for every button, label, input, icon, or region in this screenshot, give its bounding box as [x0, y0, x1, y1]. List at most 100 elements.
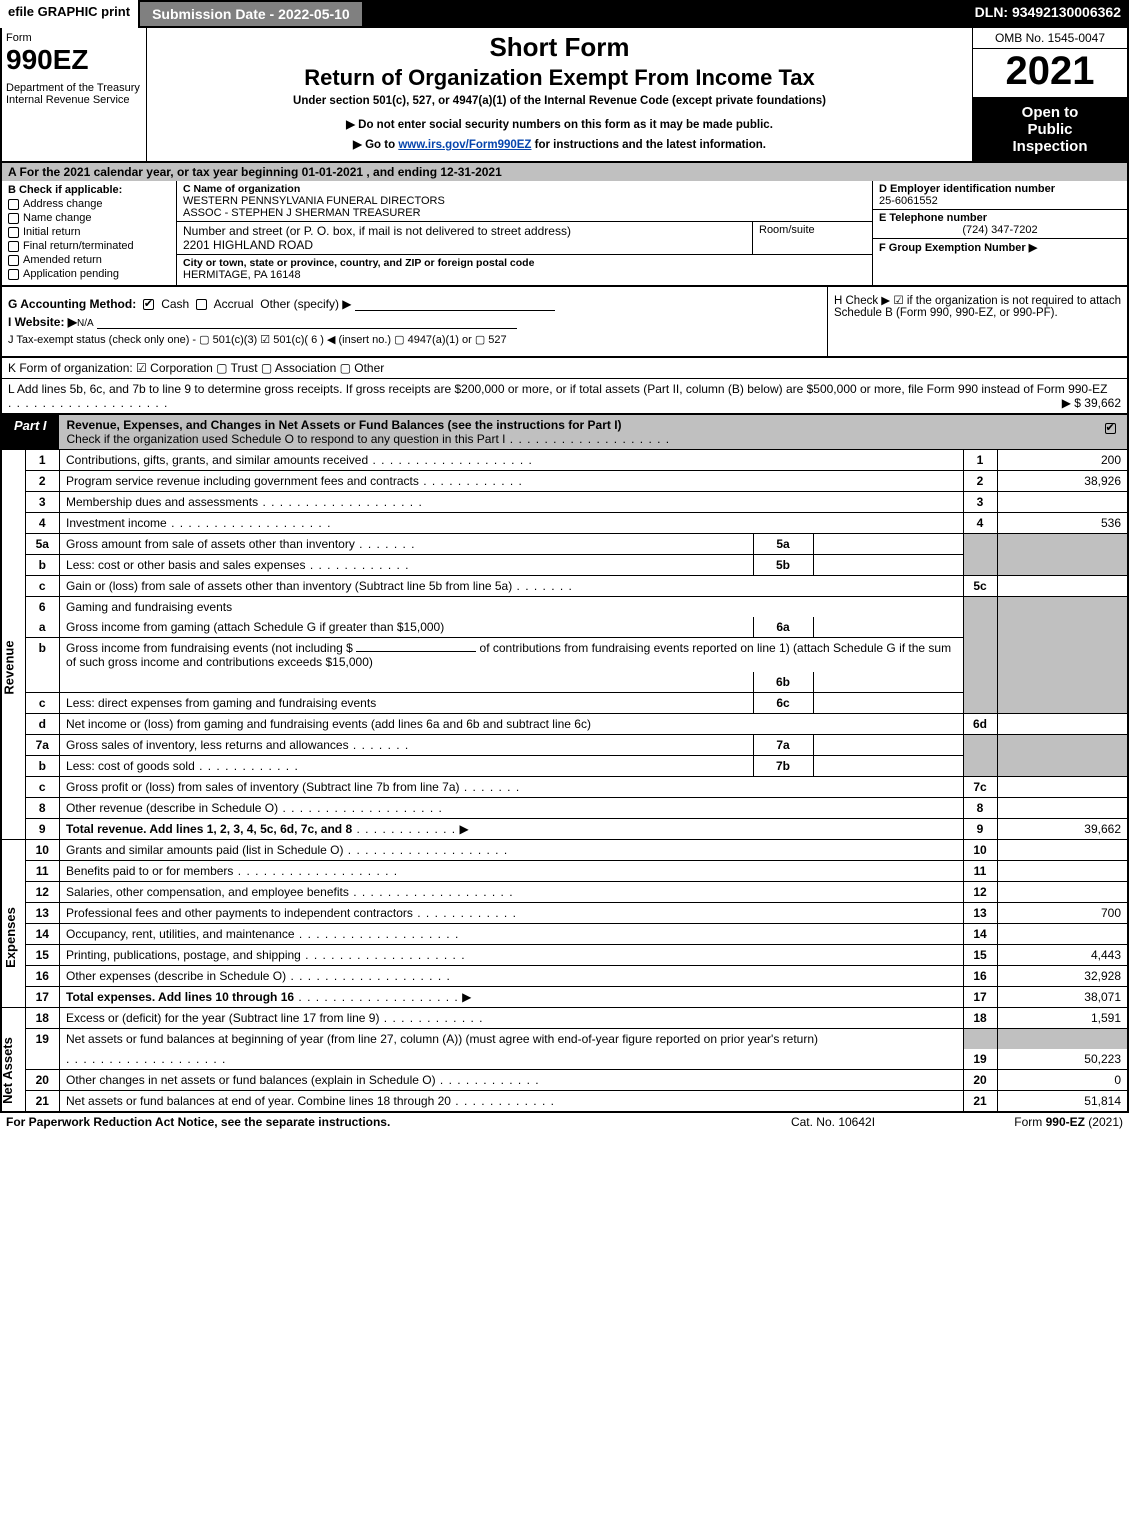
shade [963, 597, 997, 618]
tel-value: (724) 347-7202 [879, 224, 1121, 236]
netassets-grid: Net Assets 18Excess or (deficit) for the… [0, 1008, 1129, 1113]
other-specify-field[interactable] [355, 310, 555, 311]
line-ref: 16 [963, 966, 997, 987]
checkbox-icon[interactable] [8, 269, 19, 280]
line-val [997, 492, 1127, 513]
shade [963, 693, 997, 714]
line-num: 12 [26, 882, 60, 903]
table-row: 6b [26, 672, 1127, 693]
line-num: 3 [26, 492, 60, 513]
line-ref: 14 [963, 924, 997, 945]
website-field[interactable] [97, 328, 517, 329]
line-num: 15 [26, 945, 60, 966]
line-num: 8 [26, 798, 60, 819]
chk-name-change[interactable]: Name change [8, 212, 170, 224]
line-val: 38,071 [997, 987, 1127, 1008]
subline-val[interactable] [813, 735, 963, 756]
chk-amended-return[interactable]: Amended return [8, 254, 170, 266]
table-row: 20Other changes in net assets or fund ba… [26, 1070, 1127, 1091]
box-b: B Check if applicable: Address change Na… [2, 181, 177, 285]
open-line3: Inspection [977, 138, 1123, 155]
line-desc: Professional fees and other payments to … [60, 903, 963, 924]
part-i-tag: Part I [2, 415, 59, 449]
chk-initial-return[interactable]: Initial return [8, 226, 170, 238]
k-text: K Form of organization: ☑ Corporation ▢ … [8, 361, 384, 375]
chk-label: Name change [23, 212, 92, 224]
efile-label[interactable]: efile GRAPHIC print [0, 0, 138, 28]
line-desc: Other changes in net assets or fund bala… [60, 1070, 963, 1091]
shade [997, 1029, 1127, 1050]
revenue-vtext: Revenue [2, 640, 17, 694]
line-desc: Investment income [60, 513, 963, 534]
table-row: dNet income or (loss) from gaming and fu… [26, 714, 1127, 735]
shade [963, 735, 997, 756]
table-row: cLess: direct expenses from gaming and f… [26, 693, 1127, 714]
chk-label: Amended return [23, 254, 102, 266]
line-desc: Gross sales of inventory, less returns a… [60, 735, 753, 756]
table-row: 11Benefits paid to or for members11 [26, 861, 1127, 882]
line-desc: Gross profit or (loss) from sales of inv… [60, 777, 963, 798]
expenses-table: 10Grants and similar amounts paid (list … [26, 840, 1127, 1007]
open-line1: Open to [977, 104, 1123, 121]
checkbox-icon[interactable] [8, 241, 19, 252]
checkbox-icon[interactable] [8, 227, 19, 238]
checkbox-cash-icon[interactable] [143, 299, 154, 310]
line-desc: Gross income from gaming (attach Schedul… [60, 617, 753, 638]
shade [963, 617, 997, 638]
line-val [997, 882, 1127, 903]
table-row: 6Gaming and fundraising events [26, 597, 1127, 618]
department-label: Department of the Treasury Internal Reve… [6, 82, 142, 106]
line-ref: 13 [963, 903, 997, 924]
subline-val[interactable] [813, 672, 963, 693]
line-num: 17 [26, 987, 60, 1008]
line-num: d [26, 714, 60, 735]
line-val [997, 576, 1127, 597]
table-row: 8Other revenue (describe in Schedule O)8 [26, 798, 1127, 819]
subline-val[interactable] [813, 756, 963, 777]
subline-val[interactable] [813, 534, 963, 555]
part-i-title: Revenue, Expenses, and Changes in Net As… [59, 415, 1097, 449]
table-row: 10Grants and similar amounts paid (list … [26, 840, 1127, 861]
shade [997, 735, 1127, 756]
line-val [997, 777, 1127, 798]
shade [963, 555, 997, 576]
gij-left: G Accounting Method: Cash Accrual Other … [2, 287, 827, 356]
checkbox-icon[interactable] [8, 199, 19, 210]
goto-link[interactable]: www.irs.gov/Form990EZ [398, 139, 531, 151]
expenses-sidelabel: Expenses [2, 840, 26, 1007]
checkbox-accrual-icon[interactable] [196, 299, 207, 310]
line-num: 19 [26, 1029, 60, 1050]
line-ref: 21 [963, 1091, 997, 1112]
checkbox-icon[interactable] [8, 213, 19, 224]
line-val [997, 924, 1127, 945]
header-right: OMB No. 1545-0047 2021 Open to Public In… [972, 28, 1127, 161]
entity-block: B Check if applicable: Address change Na… [0, 181, 1129, 287]
cash-label: Cash [161, 297, 189, 311]
subline-ref: 6c [753, 693, 813, 714]
subline-val[interactable] [813, 693, 963, 714]
line-num: 9 [26, 819, 60, 840]
chk-label: Application pending [23, 268, 119, 280]
checkbox-schedule-o-icon[interactable] [1105, 423, 1116, 434]
top-bar: efile GRAPHIC print Submission Date - 20… [0, 0, 1129, 28]
subline-val[interactable] [813, 617, 963, 638]
chk-address-change[interactable]: Address change [8, 198, 170, 210]
line-num: 2 [26, 471, 60, 492]
table-row: bLess: cost or other basis and sales exp… [26, 555, 1127, 576]
page-footer: For Paperwork Reduction Act Notice, see … [0, 1113, 1129, 1131]
line-val: 39,662 [997, 819, 1127, 840]
checkbox-icon[interactable] [8, 255, 19, 266]
footer-mid: Cat. No. 10642I [723, 1115, 943, 1129]
line-num: b [26, 638, 60, 673]
subline-val[interactable] [813, 555, 963, 576]
line-ref: 10 [963, 840, 997, 861]
shade [997, 693, 1127, 714]
line-val: 200 [997, 450, 1127, 471]
chk-application-pending[interactable]: Application pending [8, 268, 170, 280]
chk-final-return[interactable]: Final return/terminated [8, 240, 170, 252]
line-ref: 1 [963, 450, 997, 471]
city-value: HERMITAGE, PA 16148 [183, 269, 866, 281]
line-num: b [26, 555, 60, 576]
line-num: b [26, 756, 60, 777]
line-desc: Total revenue. Add lines 1, 2, 3, 4, 5c,… [60, 819, 963, 840]
